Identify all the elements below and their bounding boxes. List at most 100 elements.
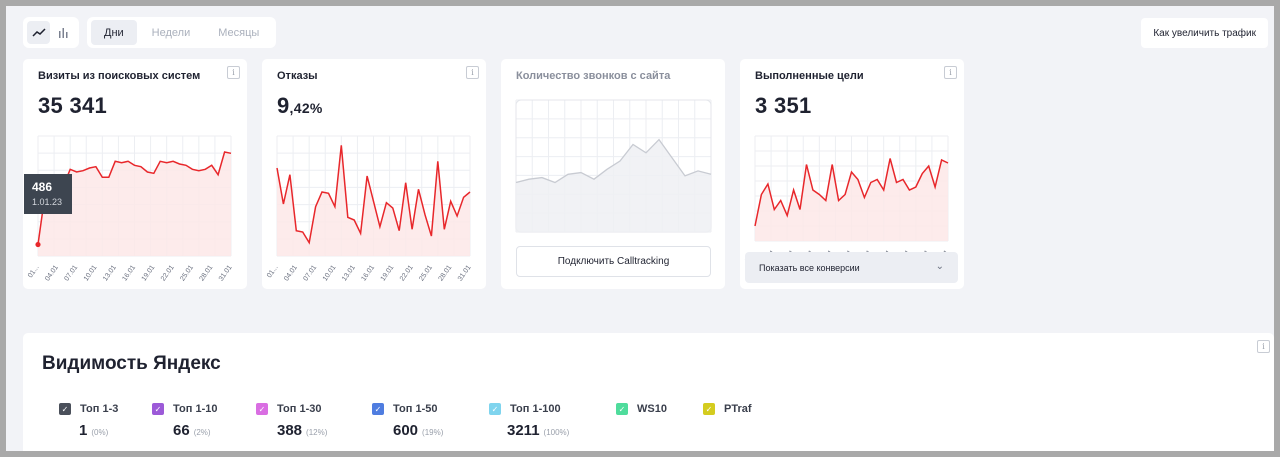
goals-total: 3 351 [755, 93, 812, 118]
x-tick-label: 07.01 [63, 264, 79, 282]
legend-count: 600 [393, 422, 419, 439]
x-tick-label: 28.01 [199, 264, 215, 282]
legend-item[interactable]: ✓ WS10 [616, 403, 667, 415]
legend-label: Топ 1-10 [173, 403, 218, 415]
card-title: Визиты из поисковых систем [38, 70, 201, 82]
legend-item[interactable]: ✓ Топ 1-50 600 (19%) [372, 403, 443, 439]
info-icon[interactable]: i [944, 66, 957, 79]
period-days-tab[interactable]: Дни [91, 20, 137, 45]
checkbox-icon[interactable]: ✓ [152, 403, 164, 415]
highlight-point [35, 241, 41, 248]
card-title: Отказы [277, 70, 318, 82]
legend-item[interactable]: ✓ Топ 1-10 66 (2%) [152, 403, 217, 439]
legend-count: 1 [79, 422, 88, 439]
period-weeks-tab[interactable]: Недели [151, 26, 191, 39]
legend-label: WS10 [637, 403, 667, 415]
legend-label: Топ 1-30 [277, 403, 322, 415]
bounce-rate-fraction: ,42% [289, 100, 323, 116]
x-tick-label: 19.01 [380, 264, 396, 282]
x-tick-label: 16.01 [121, 264, 137, 282]
visits-total: 35 341 [38, 93, 108, 118]
x-tick-label: 13.01 [341, 264, 357, 282]
legend-count: 388 [277, 422, 303, 439]
x-tick-label: 28.01 [438, 264, 454, 282]
legend-value: 66 (2%) [173, 422, 211, 439]
x-tick-label: 22.01 [160, 264, 176, 282]
plot-area [515, 99, 712, 233]
checkbox-icon[interactable]: ✓ [703, 403, 715, 415]
legend-percent: (0%) [91, 428, 109, 437]
section-title: Видимость Яндекс [42, 353, 221, 374]
period-months-tab[interactable]: Месяцы [218, 26, 260, 39]
legend-label: Топ 1-3 [80, 403, 119, 415]
calls-chart [515, 99, 712, 233]
checkbox-icon[interactable]: ✓ [616, 403, 628, 415]
increase-traffic-button[interactable]: Как увеличить трафик [1141, 18, 1268, 48]
tooltip-date: 1.01.23 [32, 197, 63, 207]
series-area [277, 145, 470, 256]
x-tick-label: 16.01 [360, 264, 376, 282]
card-title: Выполненные цели [755, 70, 864, 82]
x-tick-label: 01... [266, 264, 280, 279]
series-area [516, 139, 711, 232]
toolbar: Дни Недели Месяцы [23, 17, 277, 48]
visits-card: Визиты из поисковых систем i 35 341 01..… [23, 59, 247, 289]
legend-label: PTraf [724, 403, 752, 415]
period-switch: Дни Недели Месяцы [87, 17, 277, 48]
x-tick-label: 22.01 [399, 264, 415, 282]
checkbox-icon[interactable]: ✓ [489, 403, 501, 415]
dashboard-frame: Дни Недели Месяцы Как увеличить трафик В… [6, 6, 1274, 451]
line-chart-icon[interactable] [27, 21, 50, 44]
goals-card: Выполненные цели i 3 351 01...04.0107.01… [740, 59, 964, 289]
legend-label: Топ 1-50 [393, 403, 438, 415]
legend-row: ✓ WS10 [616, 403, 667, 415]
checkbox-icon[interactable]: ✓ [59, 403, 71, 415]
x-tick-label: 25.01 [418, 264, 434, 282]
legend-row: ✓ PTraf [703, 403, 752, 415]
legend-count: 3211 [507, 422, 540, 439]
card-title: Количество звонков с сайта [516, 70, 671, 82]
connect-calltracking-button[interactable]: Подключить Calltracking [516, 246, 711, 277]
legend-row: ✓ Топ 1-3 [59, 403, 118, 415]
legend-label: Топ 1-100 [510, 403, 561, 415]
bounce-rate: 9,42% [277, 93, 323, 119]
legend-item[interactable]: ✓ Топ 1-3 1 (0%) [59, 403, 118, 439]
series-line [37, 151, 232, 245]
x-tick-label: 04.01 [44, 264, 60, 282]
info-icon[interactable]: i [1257, 340, 1270, 353]
x-tick-label: 13.01 [102, 264, 118, 282]
conversions-dropdown-label: Показать все конверсии [759, 262, 860, 273]
legend-percent: (19%) [422, 428, 444, 437]
chevron-down-icon: ⌄ [935, 261, 944, 272]
bounces-card: Отказы i 9,42% 01... 04.01 07.01 10.01 13.01… [262, 59, 486, 289]
series-area [755, 158, 948, 241]
tooltip-value: 486 [32, 180, 53, 194]
legend-row: ✓ Топ 1-50 [372, 403, 437, 415]
legend-row: ✓ Топ 1-10 [152, 403, 217, 415]
series-line [276, 145, 471, 245]
legend-item[interactable]: ✓ Топ 1-100 3211 (100%) [489, 403, 569, 439]
series-line [515, 138, 712, 184]
series-line [754, 158, 949, 227]
checkbox-icon[interactable]: ✓ [372, 403, 384, 415]
legend-percent: (100%) [543, 428, 570, 437]
legend-item[interactable]: ✓ Топ 1-30 388 (12%) [256, 403, 327, 439]
legend-value: 388 (12%) [277, 422, 327, 439]
conversions-dropdown[interactable]: Показать все конверсии ⌄ [745, 252, 958, 283]
x-tick-label: 10.01 [83, 264, 99, 282]
x-tick-label: 07.01 [302, 264, 318, 282]
info-icon[interactable]: i [227, 66, 240, 79]
bounce-rate-main: 9 [277, 93, 290, 118]
legend-percent: (12%) [306, 428, 328, 437]
bounces-chart: 01... 04.01 07.01 10.01 13.01 16.01 19.01 22.01… [266, 135, 473, 283]
legend-value: 3211 (100%) [507, 422, 569, 439]
series-area [38, 152, 231, 256]
legend-item[interactable]: ✓ PTraf [703, 403, 752, 415]
info-icon[interactable]: i [466, 66, 479, 79]
plot-area: 01...04.0107.0110.0113.0116.0119.0122.01… [744, 135, 951, 268]
chart-tooltip: 486 1.01.23 [24, 174, 72, 214]
checkbox-icon[interactable]: ✓ [256, 403, 268, 415]
x-tick-label: 31.01 [218, 264, 234, 282]
bar-chart-icon[interactable] [52, 21, 75, 44]
